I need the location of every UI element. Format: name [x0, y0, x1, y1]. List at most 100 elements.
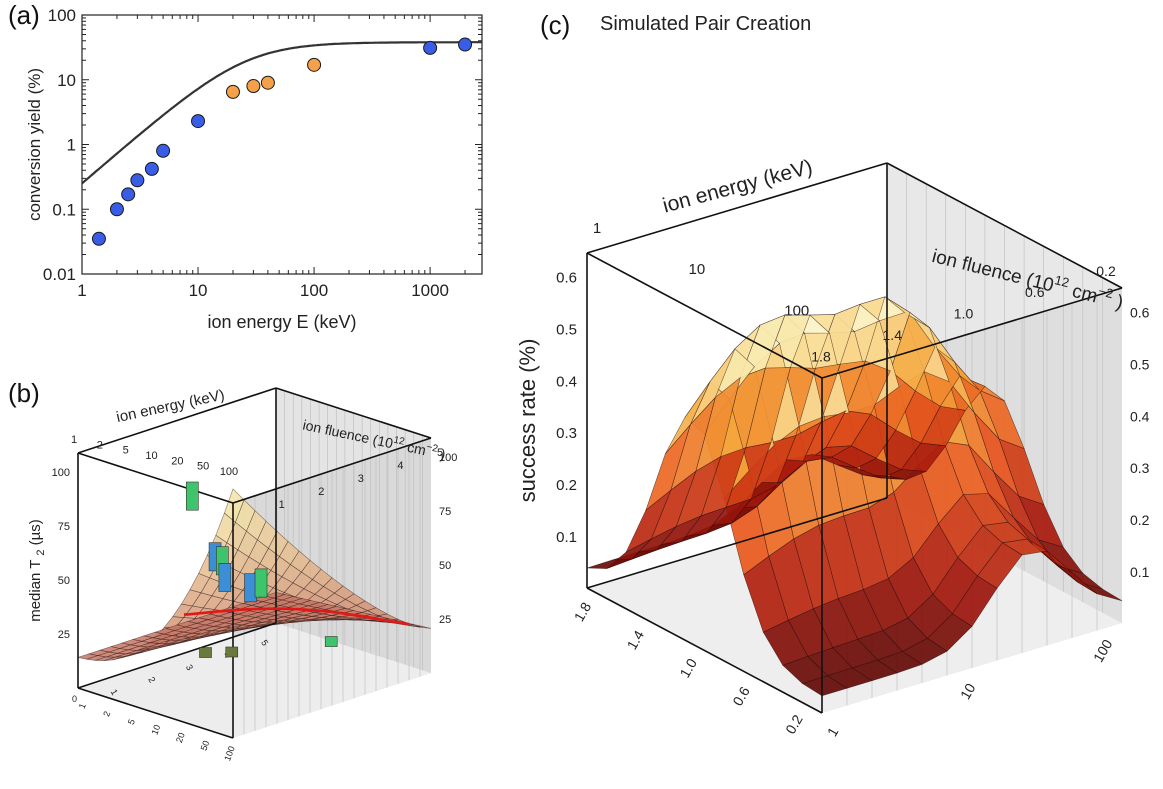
b-z-tick-label-right: 100: [439, 452, 457, 464]
b-fluence-tick-label: 3: [358, 473, 364, 485]
x-tick-label: 1000: [411, 281, 449, 300]
c-floor-fluence-tick: 1.4: [623, 627, 647, 652]
b-z-tick-label: 25: [58, 629, 70, 641]
fit-curve: [81, 41, 482, 185]
c-fluence-tick-label: 1.8: [811, 348, 831, 364]
c-z-tick-label-right: 0.5: [1130, 356, 1150, 372]
c-z-tick-label: 0.2: [556, 477, 577, 494]
b-energy-tick-label: 20: [171, 455, 183, 467]
data-point: [144, 161, 159, 176]
b-data-bar: [244, 573, 257, 603]
b-floor-fluence-tick: 2: [146, 675, 157, 684]
y-tick-label: 0.01: [43, 265, 76, 284]
b-floor-energy-tick: 50: [199, 739, 212, 752]
x-tick-label: 100: [300, 281, 328, 300]
x-tick-label: 1: [77, 281, 86, 300]
c-z-tick-label: 0.6: [556, 269, 577, 286]
b-floor-energy-tick: 2: [101, 710, 112, 718]
b-fluence-tick-label: 5: [437, 447, 443, 459]
b-z-tick-label-right: 50: [439, 560, 451, 572]
data-point: [109, 202, 124, 217]
c-floor-energy-tick: 100: [1090, 637, 1116, 665]
b-surface-patch: [76, 653, 99, 660]
b-energy-tick-label: 50: [197, 461, 209, 473]
c-z-tick-label: 0.1: [556, 529, 577, 546]
b-floor-marker: [324, 636, 338, 647]
b-floor-fluence-tick: 1: [109, 687, 120, 696]
y-axis-label: conversion yield (%): [25, 68, 44, 221]
b-fluence-tick-label: 4: [397, 460, 403, 472]
c-fluence-tick-label: 1.4: [883, 327, 903, 343]
c-fluence-tick-label: 0.2: [1096, 263, 1116, 279]
c-box-edge: [586, 497, 888, 589]
y-tick-label: 10: [57, 71, 76, 90]
c-fluence-tick-label: 1.0: [954, 306, 974, 322]
b-energy-tick-label: 100: [220, 466, 238, 478]
b-floor-energy-tick: 5: [126, 718, 137, 726]
c-surface-patch: [586, 559, 632, 569]
y-tick-label: 0.1: [52, 200, 76, 219]
c-energy-tick-label: 1: [593, 220, 601, 237]
c-z-tick-label-right: 0.6: [1130, 304, 1150, 320]
c-floor-fluence-tick: 0.2: [782, 712, 806, 737]
data-point: [225, 84, 240, 99]
data-point: [260, 75, 275, 90]
b-energy-tick-label: 2: [97, 439, 103, 451]
c-z-tick-label: 0.4: [556, 373, 577, 390]
chart-b-median-t2-surface: 2550751002550751001251020501001234512345…: [27, 387, 457, 763]
b-floor-energy-tick: 10: [149, 723, 162, 736]
c-z-tick-label-right: 0.4: [1130, 408, 1150, 424]
b-box-edge: [77, 452, 234, 504]
b-floor-fluence-tick: 5: [259, 638, 270, 647]
data-point: [191, 114, 206, 129]
b-fluence-tick-label: 2: [318, 486, 324, 498]
b-energy-tick-label: 5: [123, 445, 129, 457]
c-z-tick-label: 0.5: [556, 321, 577, 338]
c-z-tick-label-right: 0.1: [1130, 564, 1150, 580]
c-box-edge: [821, 287, 1123, 379]
c-box-edge: [586, 252, 823, 379]
c-z-tick-label-right: 0.3: [1130, 460, 1150, 476]
data-point: [423, 40, 438, 55]
c-floor-fluence-tick: 1.8: [571, 599, 595, 624]
y-tick-label: 1: [67, 136, 76, 155]
b-data-bar: [186, 481, 199, 511]
b-data-bar: [218, 563, 232, 592]
data-point: [91, 231, 106, 246]
b-floor-marker: [225, 646, 239, 658]
c-z-tick-label: 0.3: [556, 425, 577, 442]
data-point: [121, 187, 136, 202]
b-box-edge: [77, 622, 277, 689]
y-tick-label: 100: [48, 6, 76, 25]
b-box-edge: [77, 387, 277, 454]
b-floor-energy-tick: 1: [77, 702, 88, 710]
data-point: [130, 173, 145, 188]
b-box-edge: [77, 687, 234, 739]
x-tick-label: 10: [189, 281, 208, 300]
b-data-bar: [254, 568, 268, 598]
b-floor-zero: 0: [72, 694, 77, 704]
b-x-axis-label: ion energy (keV): [115, 387, 226, 427]
panel-a-label: (a): [8, 0, 40, 30]
data-point: [458, 37, 473, 52]
b-floor-marker: [199, 647, 212, 658]
panel-b-label: (b): [8, 378, 40, 408]
b-energy-tick-label: 1: [71, 434, 77, 446]
b-energy-tick-label: 10: [145, 450, 157, 462]
c-floor-fluence-tick: 0.6: [729, 684, 753, 709]
b-z-axis-label: median T 2 (µs): [27, 519, 47, 622]
b-z-tick-label-right: 25: [439, 614, 451, 626]
chart-a-conversion-yield: 1 10 100 1000 0.01 0.1 1 10 100 ion energy E (keV…: [25, 6, 483, 332]
c-box-edge: [586, 587, 823, 714]
b-fluence-tick-label: 1: [279, 499, 285, 511]
chart-c-title: Simulated Pair Creation: [600, 13, 812, 35]
b-floor-energy-tick: 20: [174, 731, 187, 744]
b-z-tick-label-right: 75: [439, 506, 451, 518]
data-point: [156, 143, 171, 158]
panel-c-label: (c): [540, 10, 571, 40]
c-energy-tick-label: 10: [689, 261, 706, 278]
x-axis-label: ion energy E (keV): [207, 312, 356, 332]
b-floor-fluence-tick: 3: [184, 663, 195, 672]
c-z-tick-label-right: 0.2: [1130, 512, 1150, 528]
b-z-tick-label: 75: [58, 521, 70, 533]
